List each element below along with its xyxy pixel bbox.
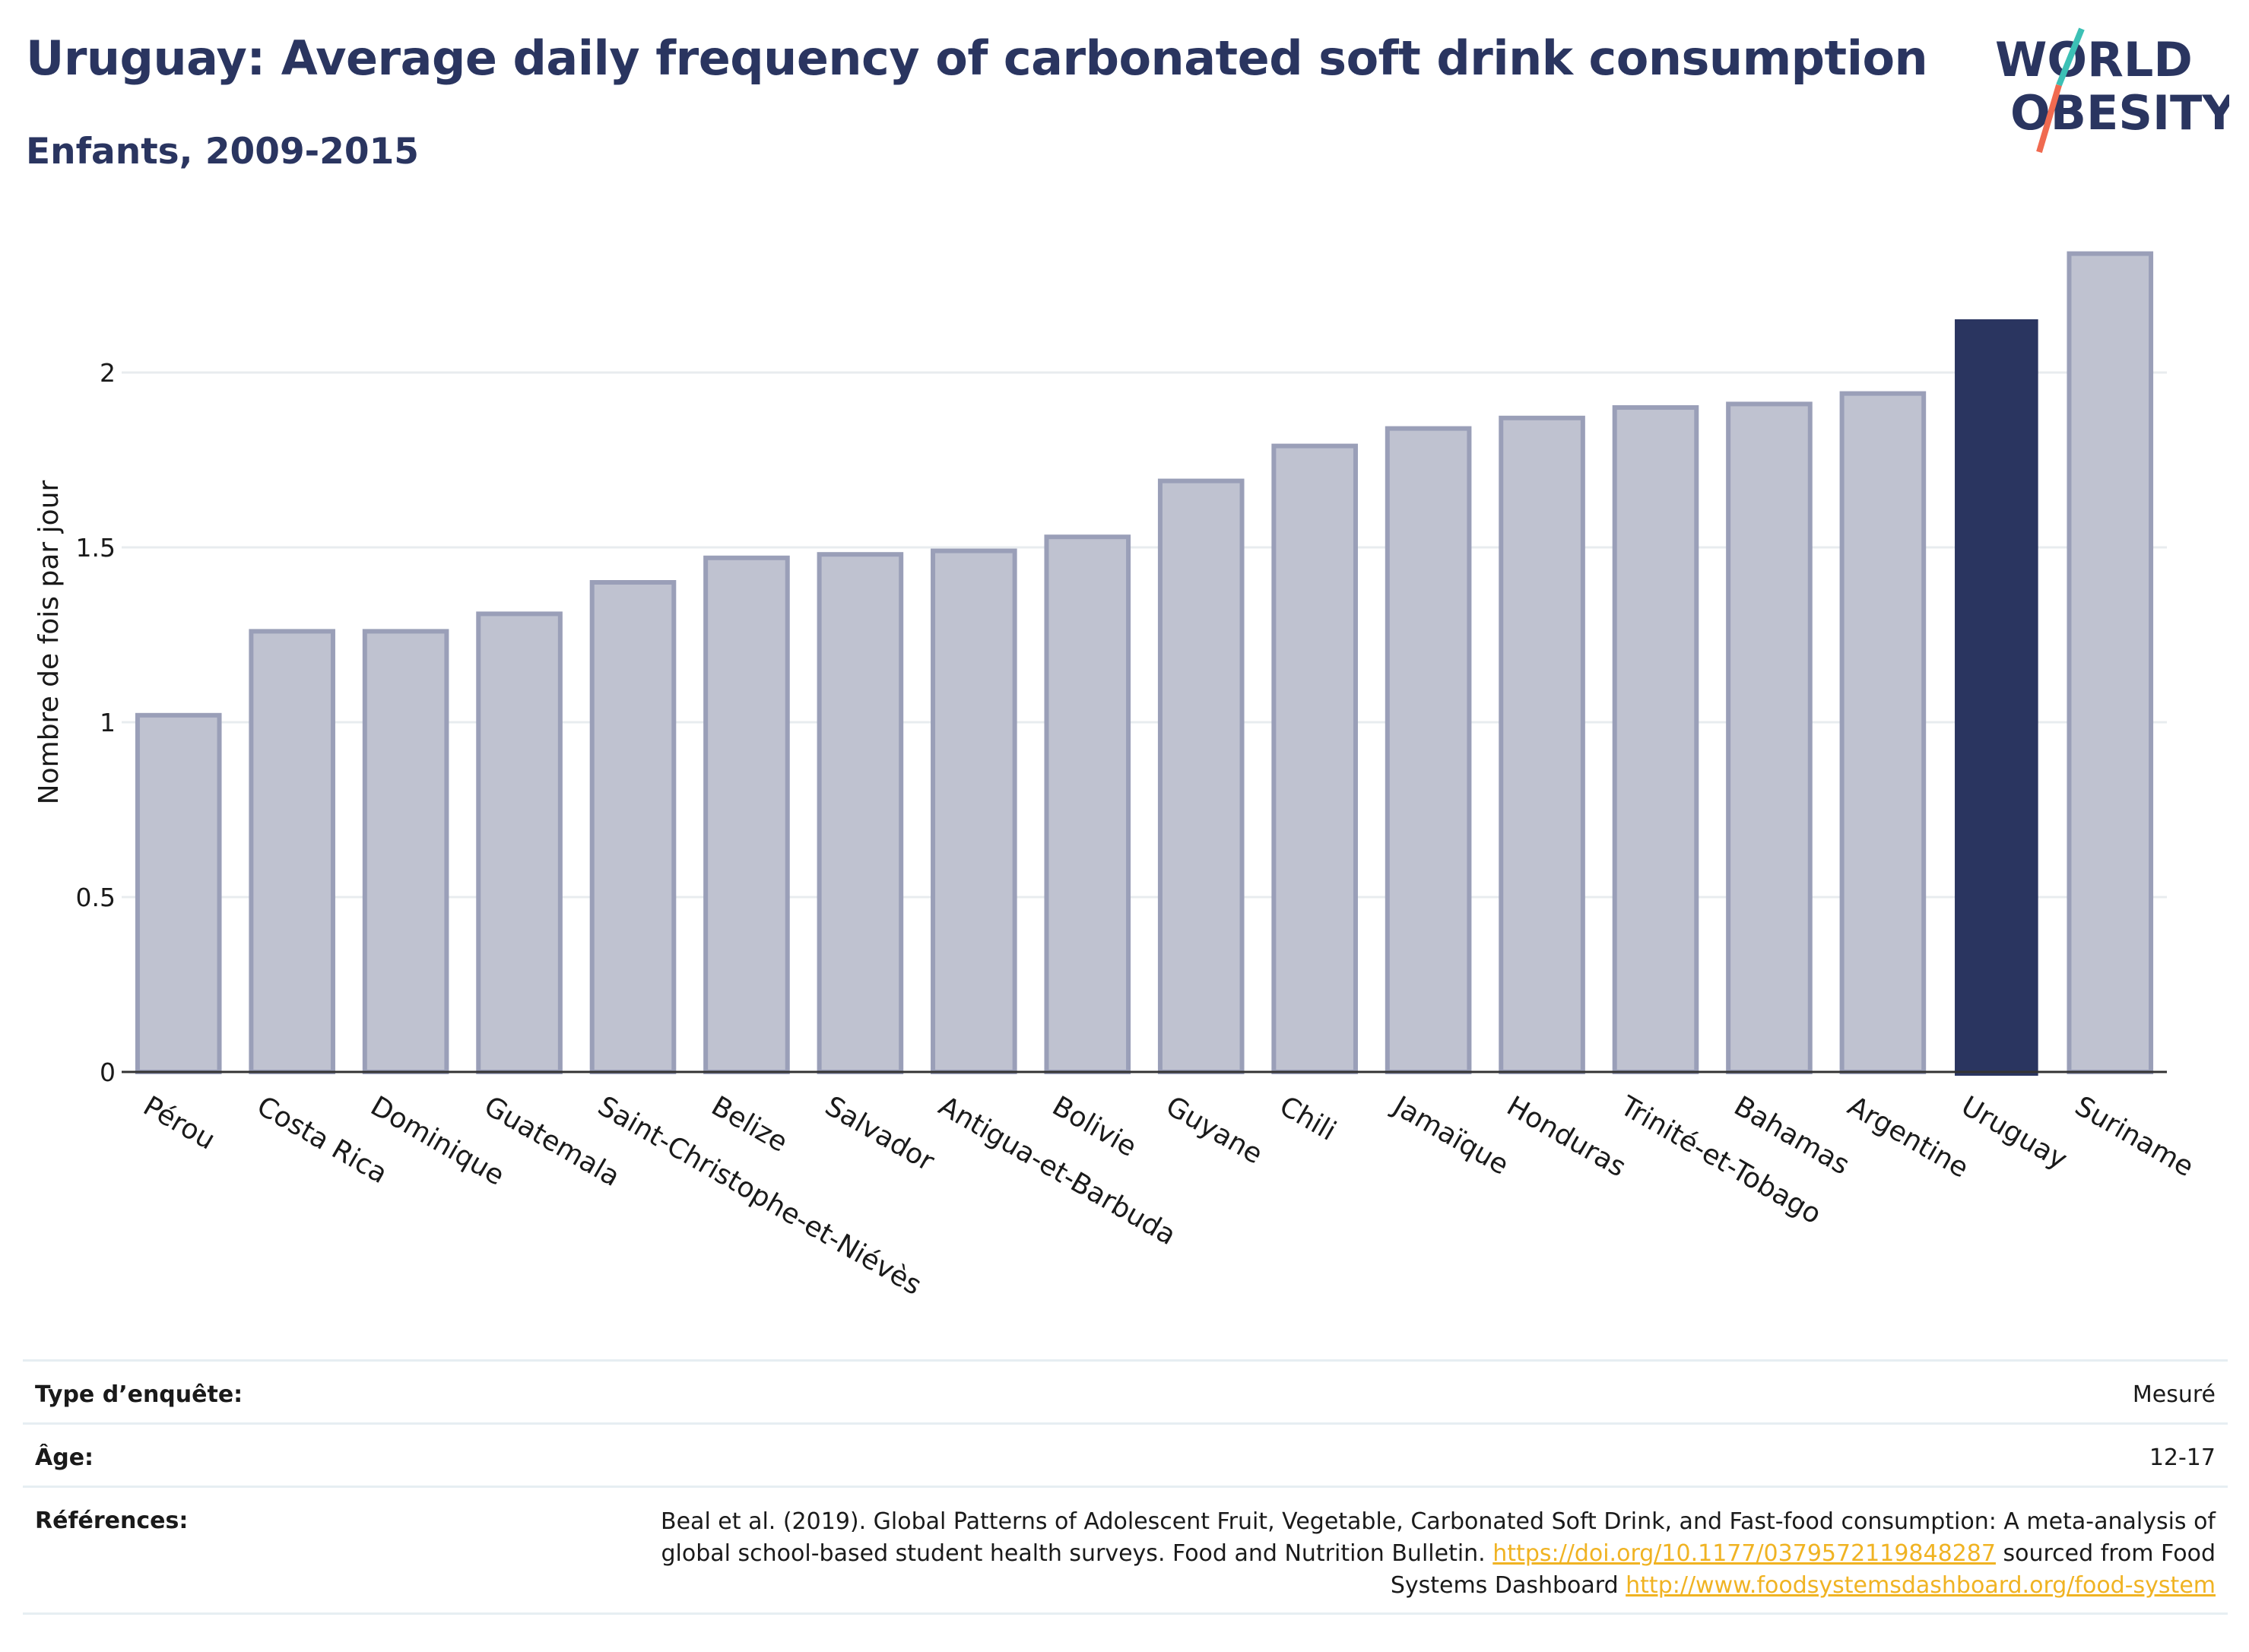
bar-p-rou [135, 712, 222, 1074]
x-tick-label: Chili [1274, 1090, 1341, 1146]
y-tick-label: 0.5 [76, 883, 116, 912]
meta-row-survey-type: Type d’enquête: Mesuré [23, 1359, 2228, 1422]
y-tick-label: 1.5 [76, 533, 116, 563]
bar-bolivie [1044, 534, 1131, 1074]
y-tick-label: 0 [100, 1057, 116, 1087]
logo-text-world: WORLD [1995, 32, 2193, 87]
x-tick-label: Salvador [820, 1090, 939, 1178]
bar-trinit-et-tobago [1612, 405, 1699, 1074]
x-tick-label: Bolivie [1047, 1090, 1142, 1163]
bar-jama-que [1385, 426, 1472, 1074]
y-tick-label: 2 [100, 358, 116, 388]
x-tick-label: Guyane [1160, 1090, 1267, 1170]
chart-title: Uruguay: Average daily frequency of carb… [26, 30, 1928, 86]
references-citation: Beal et al. (2019). Global Patterns of A… [661, 1508, 2216, 1567]
bar-uruguay [1955, 319, 2038, 1076]
references-text: Beal et al. (2019). Global Patterns of A… [604, 1506, 2216, 1602]
age-label: Âge: [35, 1444, 94, 1471]
bar-argentine [1839, 391, 1927, 1074]
bar-costa-rica [249, 629, 335, 1074]
x-tick-label: Uruguay [1956, 1090, 2073, 1175]
bar-salvador [817, 552, 904, 1074]
references-label: Références: [35, 1508, 189, 1534]
dashboard-link[interactable]: http://www.foodsystemsdashboard.org/food… [1626, 1572, 2216, 1599]
logo-slash-teal [2056, 27, 2085, 87]
y-tick-label: 1 [100, 708, 116, 737]
survey-type-value: Mesuré [2132, 1381, 2216, 1408]
x-tick-label: Honduras [1502, 1090, 1631, 1183]
world-obesity-logo: WORLD OBESITY [1995, 27, 2229, 154]
x-tick-label: Belize [706, 1090, 793, 1158]
chart-subtitle: Enfants, 2009-2015 [26, 131, 419, 173]
bar-belize [703, 555, 790, 1074]
x-tick-label: Jamaïque [1387, 1089, 1514, 1181]
bar-honduras [1499, 415, 1585, 1074]
meta-row-references: Références: Beal et al. (2019). Global P… [23, 1486, 2228, 1615]
x-tick-label: Trinité-et-Tobago [1614, 1090, 1826, 1231]
x-tick-label: Suriname [2070, 1090, 2199, 1183]
bar-suriname [2067, 251, 2154, 1075]
y-axis-label: Nombre de fois par jour [33, 480, 65, 804]
references-source: sourced from Food Systems Dashboard [1390, 1540, 2216, 1599]
bar-dominique [362, 629, 449, 1074]
bar-chili [1271, 443, 1358, 1074]
bar-antigua-et-barbuda [931, 548, 1017, 1074]
bar-guatemala [476, 611, 563, 1074]
x-tick-label: Pérou [138, 1090, 220, 1156]
bar-guyane [1157, 478, 1245, 1074]
meta-row-age: Âge: 12-17 [23, 1422, 2228, 1486]
metadata-table: Type d’enquête: Mesuré Âge: 12-17 Référe… [23, 1359, 2228, 1615]
x-tick-label: Argentine [1842, 1090, 1974, 1184]
age-value: 12-17 [2149, 1444, 2216, 1471]
bar-saint-christophe-et-ni-v-s [589, 580, 677, 1074]
doi-link[interactable]: https://doi.org/10.1177/0379572119848287 [1492, 1540, 1996, 1567]
logo-slash-coral [2036, 84, 2062, 154]
bar-chart: 00.511.52 Pérou Costa RicaDominiqueGuatem… [33, 251, 2199, 1302]
bar-bahamas [1726, 401, 1813, 1074]
survey-type-label: Type d’enquête: [35, 1381, 243, 1408]
